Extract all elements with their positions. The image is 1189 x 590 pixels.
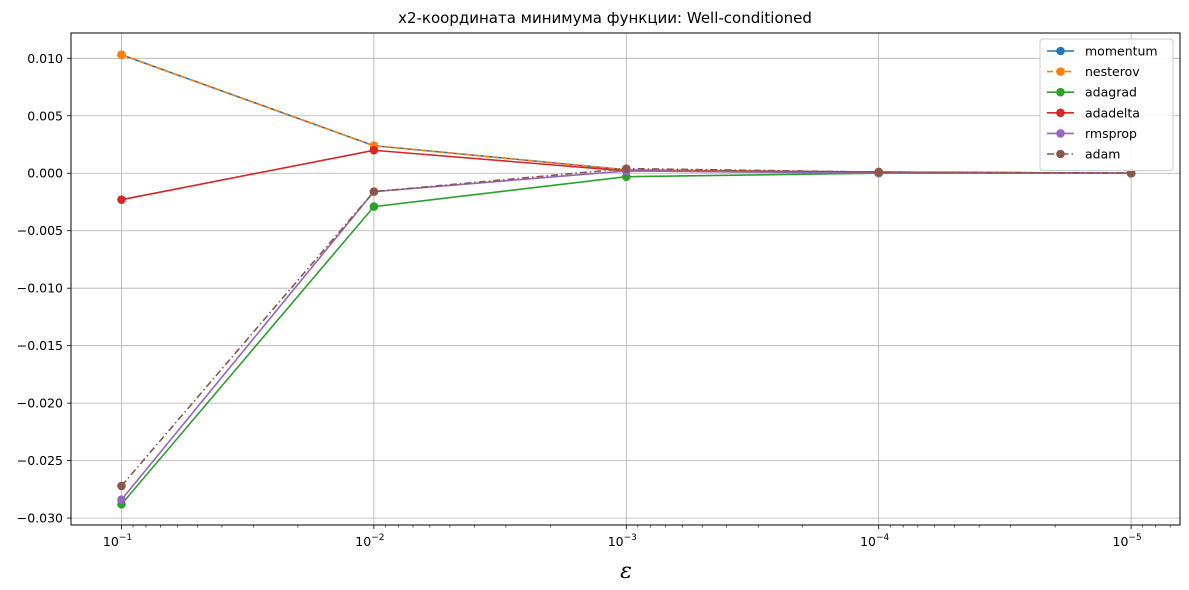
point-adam	[117, 481, 126, 491]
y-tick-label: −0.005	[17, 223, 63, 238]
grid	[71, 33, 1180, 525]
legend-marker	[1056, 46, 1065, 56]
legend-item-adagrad: adagrad	[1047, 85, 1137, 100]
legend-item-rmsprop: rmsprop	[1047, 126, 1137, 141]
point-adam	[874, 167, 883, 177]
y-tick-label: 0.010	[27, 51, 63, 66]
point-nesterov	[117, 50, 126, 60]
series-adam	[117, 164, 1136, 491]
x-tick-label: 10−3	[608, 533, 637, 549]
x-tick-label: 10−2	[355, 533, 384, 549]
y-tick-label: −0.025	[17, 453, 63, 468]
x-tick-label: 10−4	[860, 533, 889, 549]
legend-marker	[1056, 67, 1065, 76]
point-adadelta	[117, 195, 126, 204]
legend-marker	[1056, 108, 1065, 118]
x-tick-label: 10−1	[103, 533, 132, 549]
legend-label: adagrad	[1085, 85, 1137, 100]
axes: 0.010 0.005 0.000 −0.005 −0.010 −0.015 −0.020 −…	[17, 51, 1171, 549]
x-tick-label: 10−5	[1113, 533, 1142, 549]
legend-marker	[1056, 129, 1065, 138]
legend-item-nesterov: nesterov	[1047, 64, 1140, 79]
legend: momentum nesterov adagrad adadelta rmsprop ad…	[1039, 38, 1174, 172]
plot-frame	[70, 32, 1181, 526]
y-tick-label: −0.020	[17, 396, 63, 411]
point-rmsprop	[117, 495, 126, 505]
legend-label: adadelta	[1085, 105, 1140, 120]
y-tick-label: 0.000	[27, 166, 63, 181]
legend-label: rmsprop	[1085, 126, 1137, 141]
legend-label: nesterov	[1085, 64, 1140, 79]
legend-label: momentum	[1085, 44, 1158, 59]
legend-label: adam	[1085, 147, 1120, 162]
y-tick-label: −0.015	[17, 338, 63, 353]
legend-box	[1039, 38, 1174, 172]
y-tick-label: −0.010	[17, 281, 63, 296]
y-tick-label: −0.030	[17, 511, 63, 526]
series	[117, 50, 1136, 509]
legend-item-adam: adam	[1047, 147, 1120, 162]
legend-marker	[1056, 149, 1065, 159]
chart-title: x2-координата минимума функции: Well-con…	[398, 9, 812, 27]
point-adagrad	[369, 202, 379, 211]
point-adadelta	[369, 145, 379, 155]
y-tick-label: 0.005	[27, 108, 63, 123]
legend-marker	[1056, 87, 1065, 97]
legend-item-momentum: momentum	[1047, 44, 1158, 59]
point-adam	[622, 164, 631, 173]
point-adam	[369, 187, 379, 196]
x-axis-label: ε	[620, 559, 632, 584]
legend-item-adadelta: adadelta	[1047, 105, 1140, 120]
